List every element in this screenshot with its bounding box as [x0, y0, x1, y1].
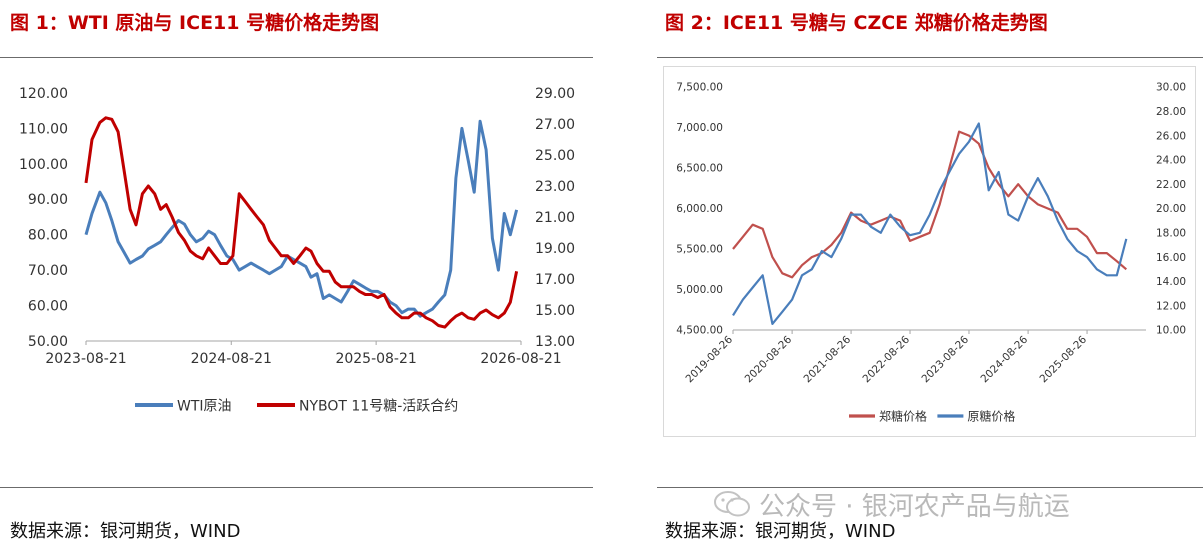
y-left-tick-label: 5,500.00 — [676, 244, 723, 256]
x-tick-label: 2022-08-26 — [861, 333, 913, 385]
x-tick-label: 2025-08-26 — [1038, 333, 1090, 385]
x-tick-label: 2023-08-21 — [45, 351, 126, 367]
y-left-tick-label: 100.00 — [19, 157, 68, 173]
figure-2-top-rule — [657, 57, 1203, 58]
x-tick-label: 2019-08-26 — [683, 333, 735, 385]
figure-2-title: 图 2：ICE11 号糖与 CZCE 郑糖价格走势图 — [665, 12, 1048, 34]
legend-label-1: 郑糖价格 — [879, 409, 927, 424]
x-tick-label: 2021-08-26 — [802, 333, 854, 385]
figure-1-title: 图 1：WTI 原油与 ICE11 号糖价格走势图 — [10, 12, 380, 34]
legend-label-2: NYBOT 11号糖-活跃合约 — [299, 398, 458, 414]
series-line-1 — [732, 130, 1128, 279]
y-left-tick-label: 5,000.00 — [676, 284, 723, 296]
y-left-tick-label: 70.00 — [28, 263, 68, 279]
series-line-1 — [84, 119, 519, 318]
y-right-tick-label: 14.00 — [1156, 276, 1186, 288]
figure-2-bottom-rule — [657, 487, 1203, 488]
y-left-tick-label: 120.00 — [19, 86, 68, 102]
chart-ice11-vs-czce: 4,500.00 5,000.00 5,500.00 6,000.00 6,500.00… — [676, 82, 1186, 424]
y-right-tick-label: 28.00 — [1156, 106, 1186, 118]
legend-label-2: 原糖价格 — [967, 409, 1015, 424]
figure-1-source: 数据来源：银河期货，WIND — [10, 521, 241, 542]
y-right-tick-label: 23.00 — [535, 179, 575, 195]
x-tick-label: 2026-08-21 — [480, 351, 561, 367]
y-left-tick-label: 90.00 — [28, 192, 68, 208]
y-left-tick-label: 60.00 — [28, 298, 68, 314]
y-right-tick-label: 22.00 — [1156, 179, 1186, 191]
watermark-text: 公众号 · 银河农产品与航运 — [759, 491, 1070, 522]
chart-wti-vs-sugar: 50.00 60.00 70.00 80.00 90.00 100.00 110.00 120… — [19, 86, 575, 414]
y-right-tick-label: 30.00 — [1156, 82, 1186, 94]
x-tick-label: 2024-08-21 — [191, 351, 272, 367]
y-right-tick-label: 19.00 — [535, 241, 575, 257]
figure-2-chart-frame: 4,500.00 5,000.00 5,500.00 6,000.00 6,500.00… — [663, 66, 1196, 437]
y-right-tick-label: 13.00 — [535, 334, 575, 350]
legend-label-1: WTI原油 — [177, 398, 232, 414]
y-right-tick-label: 12.00 — [1156, 300, 1186, 312]
y-left-tick-label: 80.00 — [28, 228, 68, 244]
y-right-tick-label: 20.00 — [1156, 203, 1186, 215]
y-left-tick-label: 110.00 — [19, 121, 68, 137]
y-right-tick-label: 29.00 — [535, 86, 575, 102]
y-right-tick-label: 25.00 — [535, 148, 575, 164]
series-line-2 — [84, 116, 519, 329]
y-right-tick-label: 16.00 — [1156, 252, 1186, 264]
figure-1-top-rule — [0, 57, 593, 58]
y-right-tick-label: 18.00 — [1156, 227, 1186, 239]
watermark: 公众号 · 银河农产品与航运 — [713, 484, 1183, 524]
x-tick-label: 2025-08-21 — [335, 351, 416, 367]
y-left-tick-label: 6,000.00 — [676, 203, 723, 215]
x-tick-label: 2024-08-26 — [979, 333, 1031, 385]
y-left-tick-label: 7,500.00 — [676, 82, 723, 94]
y-right-tick-label: 17.00 — [535, 272, 575, 288]
figure-1-bottom-rule — [0, 487, 593, 488]
y-left-tick-label: 7,000.00 — [676, 122, 723, 134]
y-left-tick-label: 4,500.00 — [676, 325, 723, 337]
series-line-2 — [732, 122, 1128, 325]
y-left-tick-label: 50.00 — [28, 334, 68, 350]
y-right-tick-label: 15.00 — [535, 303, 575, 319]
y-right-tick-label: 21.00 — [535, 210, 575, 226]
y-left-tick-label: 6,500.00 — [676, 163, 723, 175]
x-tick-label: 2020-08-26 — [743, 333, 795, 385]
y-right-tick-label: 10.00 — [1156, 325, 1186, 337]
y-right-tick-label: 26.00 — [1156, 130, 1186, 142]
x-tick-label: 2023-08-26 — [919, 333, 971, 385]
y-right-tick-label: 27.00 — [535, 117, 575, 133]
wechat-icon — [714, 491, 750, 517]
figure-1: 图 1：WTI 原油与 ICE11 号糖价格走势图 50.00 60.00 70.0… — [0, 0, 600, 555]
figure-2-source: 数据来源：银河期货，WIND — [665, 521, 896, 542]
y-right-tick-label: 24.00 — [1156, 155, 1186, 167]
figure-2: 图 2：ICE11 号糖与 CZCE 郑糖价格走势图 4,500.00 5,000… — [657, 0, 1203, 555]
